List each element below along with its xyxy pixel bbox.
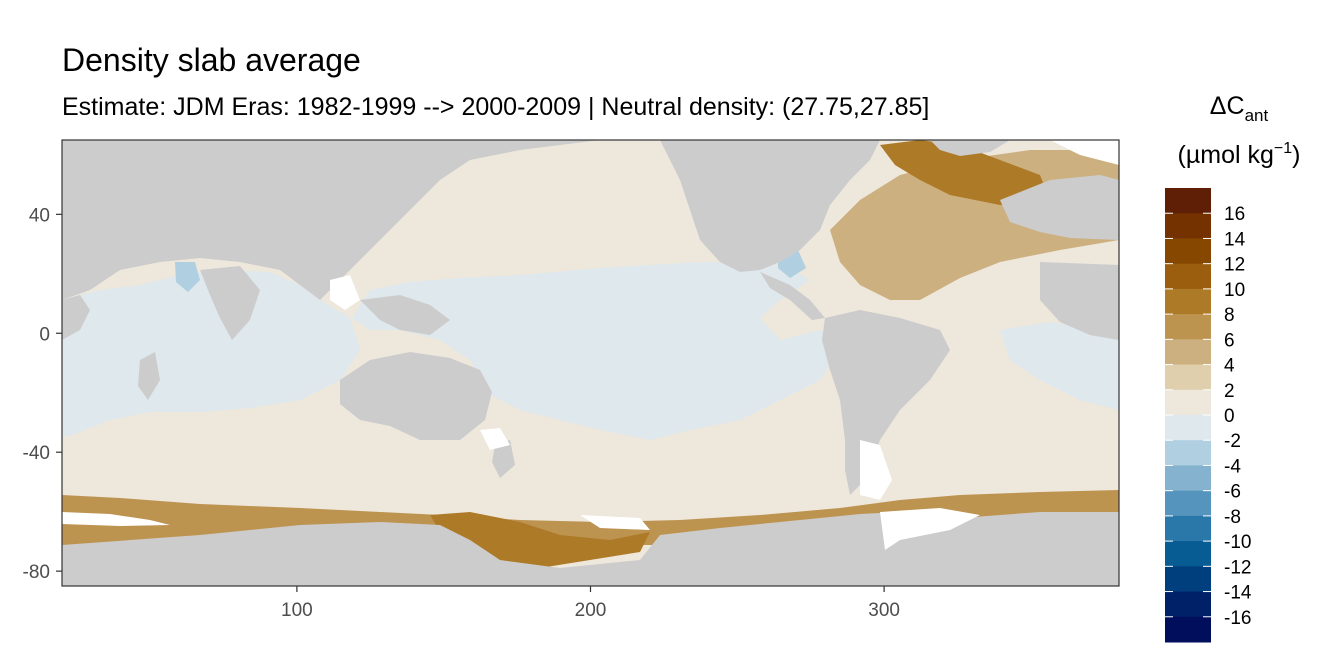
legend-tick-label: -14: [1224, 583, 1252, 604]
region-subpolar-atlantic: [880, 140, 1050, 205]
legend-tick-label: -4: [1224, 456, 1241, 477]
legend-swatch: [1165, 288, 1211, 315]
legend-swatch: [1165, 616, 1211, 643]
legend-title-line1: ΔCant: [1210, 92, 1269, 125]
legend-swatch: [1165, 566, 1211, 593]
legend-tick-label: -10: [1224, 532, 1251, 553]
y-tick-label: 40: [29, 205, 50, 226]
y-axis: 40 0 -40 -80: [23, 205, 62, 583]
legend-labels: 16 14 12 10 8 6 4 2 0 -2 -4 -6 -8 -10 -12 -14 -16: [1165, 204, 1252, 629]
south-america: [822, 310, 950, 495]
india: [200, 266, 260, 340]
missing-data-east-asia: [330, 275, 360, 310]
legend-tick-label: 2: [1224, 381, 1235, 402]
legend-swatch: [1165, 364, 1211, 391]
legend-tick-label: 12: [1224, 255, 1245, 276]
legend-swatch: [1165, 263, 1211, 290]
legend-swatch: [1165, 339, 1211, 366]
africa: [1040, 262, 1119, 340]
legend-title-subscript: ant: [1245, 106, 1269, 125]
region-indian-ocean: [62, 270, 360, 436]
new-zealand: [492, 440, 515, 478]
region-arabian-sea-blue: [175, 262, 200, 292]
greenland: [930, 140, 1010, 156]
europe-asia: [62, 140, 600, 300]
missing-data-drake: [860, 440, 892, 500]
legend-tick-label: -6: [1224, 482, 1241, 503]
legend-swatch: [1165, 389, 1211, 416]
legend-tick-label: 16: [1224, 204, 1245, 225]
x-axis: 100 200 300: [281, 586, 900, 621]
x-tick-label: 200: [575, 600, 607, 621]
legend-tick-label: 0: [1224, 406, 1235, 427]
legend-swatch: [1165, 188, 1211, 214]
legend-tick-label: 6: [1224, 330, 1235, 351]
legend-swatch: [1165, 541, 1211, 567]
y-tick-label: 0: [39, 324, 50, 345]
legend-tick-label: 4: [1224, 356, 1235, 377]
legend-swatch: [1165, 238, 1211, 265]
legend-swatch: [1165, 465, 1211, 492]
legend-swatch: [1165, 415, 1211, 441]
legend-tick-label: -12: [1224, 557, 1251, 578]
antarctica: [62, 512, 1119, 586]
legend-swatch: [1165, 515, 1211, 542]
north-america: [660, 140, 880, 272]
australia: [340, 352, 492, 440]
missing-data-north-atlantic: [1050, 140, 1119, 165]
land: [62, 140, 1119, 586]
legend-tick-label: -8: [1224, 507, 1241, 528]
map-panel: [62, 140, 1119, 586]
legend-swatch: [1165, 314, 1211, 340]
madagascar: [138, 352, 160, 400]
missing-data-weddell: [880, 508, 980, 550]
y-tick-label: -40: [23, 443, 50, 464]
chart-subtitle: Estimate: JDM Eras: 1982-1999 --> 2000-2…: [62, 93, 930, 121]
southeast-asia-islands: [360, 295, 450, 335]
missing-data: [62, 140, 1119, 550]
legend-tick-label: 8: [1224, 305, 1235, 326]
legend-swatch: [1165, 591, 1211, 618]
central-america: [760, 272, 825, 320]
legend-unit-superscript: −1: [1274, 140, 1292, 157]
africa-west: [62, 295, 90, 340]
region-tropical-pacific: [352, 262, 840, 440]
legend-swatch: [1165, 440, 1211, 466]
legend-tick-label: 10: [1224, 280, 1245, 301]
y-tick-label: -80: [23, 562, 50, 583]
missing-data-tasman: [480, 428, 510, 450]
legend-tick-label: -2: [1224, 431, 1241, 452]
region-south-atlantic-blue: [1000, 322, 1119, 410]
legend: ΔCant (µmol kg−1) 16 14 12 10 8 6 4 2 0 -2 -4 -6 -8 -…: [1165, 92, 1300, 643]
legend-colorbar: [1165, 188, 1211, 643]
legend-tick-label: 14: [1224, 229, 1246, 250]
legend-title-line2: (µmol kg−1): [1178, 140, 1301, 169]
legend-swatch: [1165, 490, 1211, 517]
europe-east: [1000, 175, 1119, 240]
missing-data-ross-edge: [580, 515, 650, 530]
x-tick-label: 300: [868, 600, 900, 621]
legend-swatch: [1165, 213, 1211, 239]
missing-data-southern-islands: [62, 512, 170, 526]
chart-title: Density slab average: [62, 42, 361, 78]
x-tick-label: 100: [281, 600, 313, 621]
legend-tick-label: -16: [1224, 608, 1251, 629]
